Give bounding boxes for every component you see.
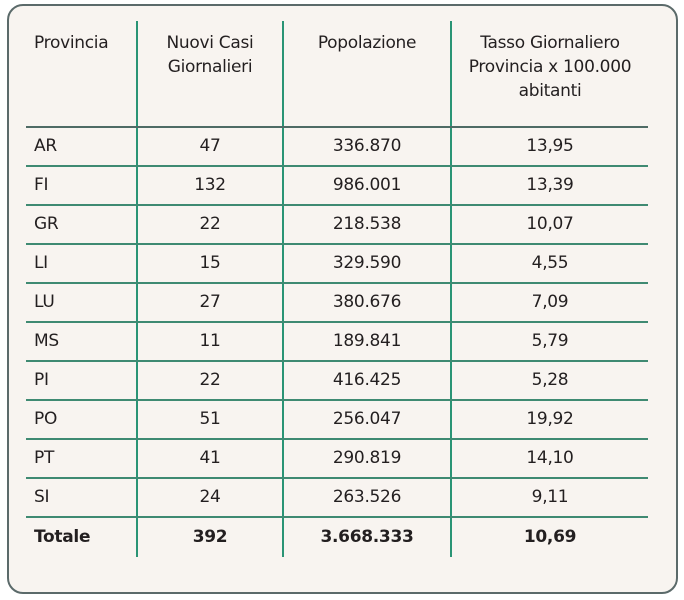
header-text: Provincia x 100.000 bbox=[468, 57, 632, 77]
table-row: PI 22 416.425 5,28 bbox=[26, 361, 648, 401]
cell-tasso: 5,28 bbox=[451, 361, 648, 401]
header-provincia: Provincia bbox=[26, 21, 138, 128]
cell-popolazione: 336.870 bbox=[283, 127, 452, 167]
table-row: PT 41 290.819 14,10 bbox=[26, 439, 648, 479]
table-row: SI 24 263.526 9,11 bbox=[26, 478, 648, 518]
table-row: GR 22 218.538 10,07 bbox=[26, 205, 648, 245]
cell-popolazione: 256.047 bbox=[283, 400, 452, 440]
table-card: Provincia Nuovi Casi Giornalieri Popolaz… bbox=[7, 4, 678, 594]
total-popolazione: 3.668.333 bbox=[283, 517, 452, 557]
cell-tasso: 19,92 bbox=[451, 400, 648, 440]
header-text: Provincia bbox=[34, 33, 109, 53]
cell-provincia: SI bbox=[26, 478, 138, 518]
cell-nuovi-casi: 41 bbox=[137, 439, 284, 479]
cell-nuovi-casi: 15 bbox=[137, 244, 284, 284]
header-row: Provincia Nuovi Casi Giornalieri Popolaz… bbox=[26, 21, 648, 128]
cell-nuovi-casi: 47 bbox=[137, 127, 284, 167]
cell-tasso: 7,09 bbox=[451, 283, 648, 323]
cell-provincia: AR bbox=[26, 127, 138, 167]
table-row: MS 11 189.841 5,79 bbox=[26, 322, 648, 362]
cell-nuovi-casi: 24 bbox=[137, 478, 284, 518]
header-tasso: Tasso Giornaliero Provincia x 100.000 ab… bbox=[451, 21, 648, 128]
header-text: Tasso Giornaliero bbox=[480, 33, 620, 53]
total-nuovi-casi: 392 bbox=[137, 517, 284, 557]
header-text: abitanti bbox=[518, 81, 582, 101]
cell-provincia: PO bbox=[26, 400, 138, 440]
cell-tasso: 14,10 bbox=[451, 439, 648, 479]
cell-tasso: 13,39 bbox=[451, 166, 648, 206]
cell-popolazione: 416.425 bbox=[283, 361, 452, 401]
cell-tasso: 5,79 bbox=[451, 322, 648, 362]
table-row: AR 47 336.870 13,95 bbox=[26, 127, 648, 167]
header-text: Giornalieri bbox=[167, 57, 253, 77]
header-text: Nuovi Casi bbox=[166, 33, 254, 53]
cell-tasso: 4,55 bbox=[451, 244, 648, 284]
table-row: PO 51 256.047 19,92 bbox=[26, 400, 648, 440]
cell-nuovi-casi: 22 bbox=[137, 205, 284, 245]
cell-nuovi-casi: 11 bbox=[137, 322, 284, 362]
cell-popolazione: 263.526 bbox=[283, 478, 452, 518]
cell-popolazione: 189.841 bbox=[283, 322, 452, 362]
total-tasso: 10,69 bbox=[523, 527, 577, 547]
cell-provincia: FI bbox=[26, 166, 138, 206]
cell-tasso: 9,11 bbox=[451, 478, 648, 518]
header-popolazione: Popolazione bbox=[283, 21, 452, 128]
cell-provincia: PT bbox=[26, 439, 138, 479]
cell-nuovi-casi: 27 bbox=[137, 283, 284, 323]
cell-tasso: 13,95 bbox=[451, 127, 648, 167]
table-row: FI 132 986.001 13,39 bbox=[26, 166, 648, 206]
header-text: Popolazione bbox=[317, 33, 417, 53]
cell-provincia: MS bbox=[26, 322, 138, 362]
total-row: Totale 392 3.668.333 10,69 bbox=[26, 517, 648, 557]
cell-nuovi-casi: 132 bbox=[137, 166, 284, 206]
cell-nuovi-casi: 22 bbox=[137, 361, 284, 401]
cell-tasso: 10,07 bbox=[451, 205, 648, 245]
cell-provincia: PI bbox=[26, 361, 138, 401]
cell-popolazione: 380.676 bbox=[283, 283, 452, 323]
cell-provincia: GR bbox=[26, 205, 138, 245]
cell-popolazione: 218.538 bbox=[283, 205, 452, 245]
table-row: LU 27 380.676 7,09 bbox=[26, 283, 648, 323]
cell-provincia: LU bbox=[26, 283, 138, 323]
header-nuovi-casi: Nuovi Casi Giornalieri bbox=[137, 21, 284, 128]
cell-popolazione: 290.819 bbox=[283, 439, 452, 479]
table-row: LI 15 329.590 4,55 bbox=[26, 244, 648, 284]
provinces-table: Provincia Nuovi Casi Giornalieri Popolaz… bbox=[26, 21, 648, 557]
cell-popolazione: 329.590 bbox=[283, 244, 452, 284]
cell-popolazione: 986.001 bbox=[283, 166, 452, 206]
total-label: Totale bbox=[26, 517, 138, 557]
cell-provincia: LI bbox=[26, 244, 138, 284]
cell-nuovi-casi: 51 bbox=[137, 400, 284, 440]
